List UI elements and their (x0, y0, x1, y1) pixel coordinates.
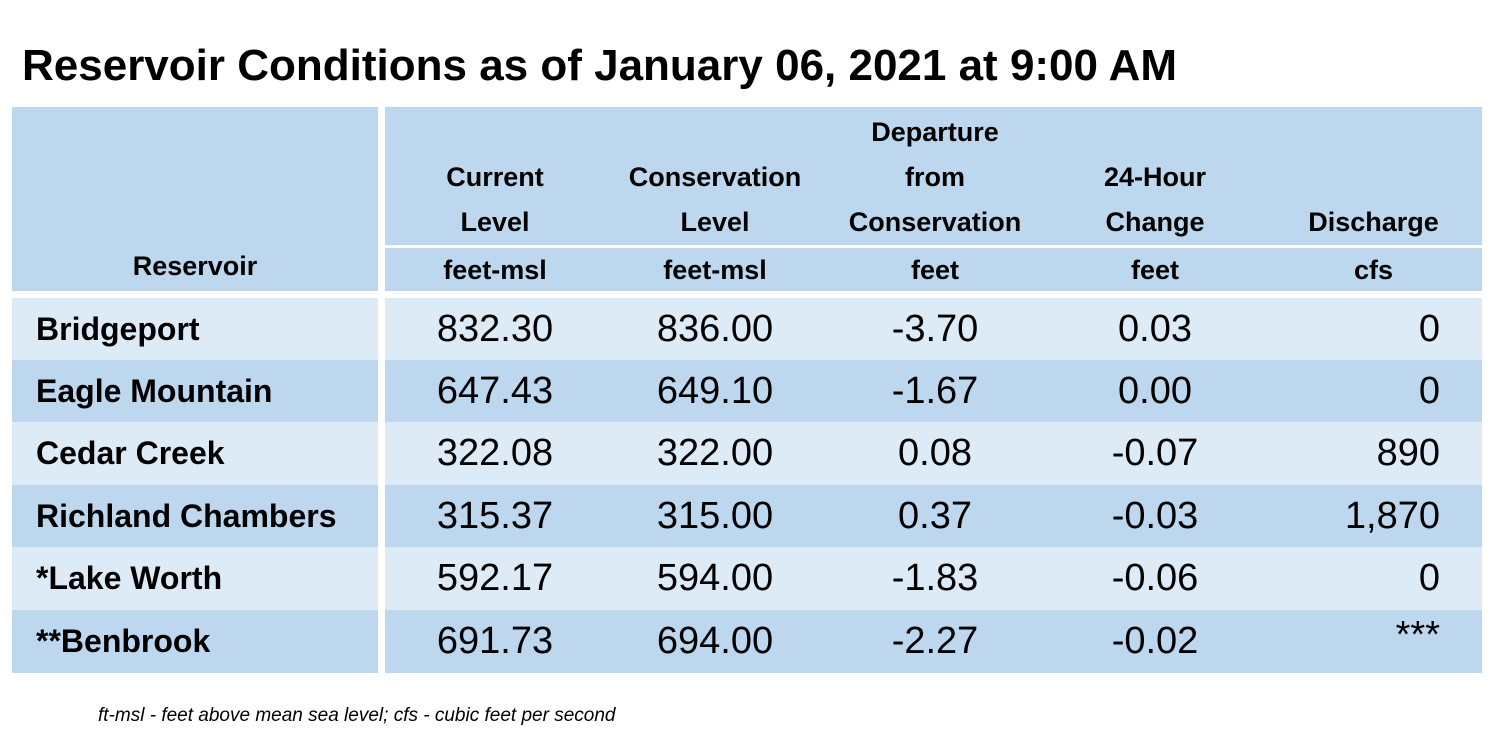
row-conservation-cell: 649.10 (605, 360, 825, 422)
unit-24-hour-change: feet (1045, 248, 1265, 291)
unit-departure: feet (825, 248, 1045, 291)
header-change-line-1: 24-Hour (1103, 162, 1206, 192)
row-conservation-cell: 836.00 (605, 298, 825, 360)
row-departure-cell: -2.27 (825, 610, 1045, 673)
header-current-line-2: Level (460, 207, 530, 237)
row-name-cell: Bridgeport (12, 298, 378, 360)
header-conservation-line-1: Conservation (628, 162, 802, 192)
page-title: Reservoir Conditions as of January 06, 2… (22, 41, 1178, 90)
row-conservation-cell: 322.00 (605, 422, 825, 485)
header-departure-line-3: Conservation (848, 207, 1022, 237)
unit-current-level: feet-msl (385, 248, 605, 291)
row-discharge-cell: 0 (1265, 360, 1482, 422)
reservoir-table: Reservoir Current Level Conservation Lev… (12, 107, 1482, 673)
row-name-cell: Eagle Mountain (12, 360, 378, 422)
header-departure: Departure from Conservation (825, 107, 1045, 245)
row-name-cell: **Benbrook (12, 610, 378, 673)
header-departure-line-2: from (905, 162, 965, 192)
row-discharge-cell: 0 (1265, 298, 1482, 360)
header-reservoir-label: Reservoir (132, 251, 258, 281)
row-departure-cell: -1.83 (825, 547, 1045, 610)
row-discharge-cell: *** (1265, 610, 1482, 673)
row-name-cell: Cedar Creek (12, 422, 378, 485)
row-name-cell: Richland Chambers (12, 485, 378, 547)
row-change-cell: -0.07 (1045, 422, 1265, 485)
row-departure-cell: -3.70 (825, 298, 1045, 360)
header-24-hour-change: 24-Hour Change (1045, 107, 1265, 245)
header-current-level: Current Level (385, 107, 605, 245)
row-name-cell: *Lake Worth (12, 547, 378, 610)
header-change-line-2: Change (1105, 207, 1205, 237)
row-current-cell: 832.30 (385, 298, 605, 360)
row-departure-cell: 0.08 (825, 422, 1045, 485)
row-current-cell: 322.08 (385, 422, 605, 485)
row-departure-cell: 0.37 (825, 485, 1045, 547)
row-departure-cell: -1.67 (825, 360, 1045, 422)
row-discharge-cell: 1,870 (1265, 485, 1482, 547)
row-current-cell: 592.17 (385, 547, 605, 610)
row-current-cell: 315.37 (385, 485, 605, 547)
row-current-cell: 691.73 (385, 610, 605, 673)
row-current-cell: 647.43 (385, 360, 605, 422)
row-conservation-cell: 315.00 (605, 485, 825, 547)
row-conservation-cell: 694.00 (605, 610, 825, 673)
header-departure-line-1: Departure (871, 117, 999, 147)
header-discharge-line-1: Discharge (1308, 207, 1439, 237)
unit-discharge: cfs (1265, 248, 1482, 291)
row-change-cell: 0.00 (1045, 360, 1265, 422)
unit-conservation-level: feet-msl (605, 248, 825, 291)
header-current-line-1: Current (446, 162, 544, 192)
header-reservoir: Reservoir (12, 107, 378, 291)
row-change-cell: -0.02 (1045, 610, 1265, 673)
footnote: ft-msl - feet above mean sea level; cfs … (98, 705, 616, 726)
header-discharge: Discharge (1265, 107, 1482, 245)
header-conservation-level: Conservation Level (605, 107, 825, 245)
row-discharge-cell: 0 (1265, 547, 1482, 610)
row-discharge-cell: 890 (1265, 422, 1482, 485)
row-change-cell: -0.06 (1045, 547, 1265, 610)
row-change-cell: -0.03 (1045, 485, 1265, 547)
header-conservation-line-2: Level (680, 207, 750, 237)
row-conservation-cell: 594.00 (605, 547, 825, 610)
row-change-cell: 0.03 (1045, 298, 1265, 360)
